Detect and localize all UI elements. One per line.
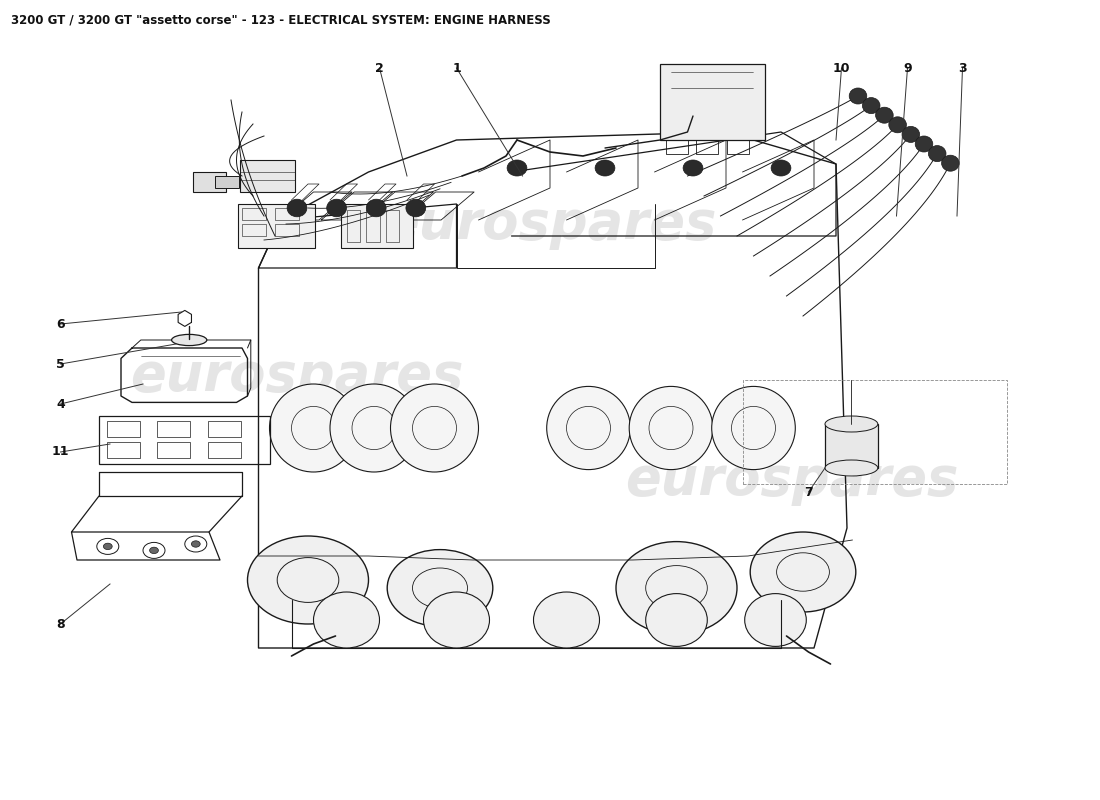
Text: 3200 GT / 3200 GT "assetto corse" - 123 - ELECTRICAL SYSTEM: ENGINE HARNESS: 3200 GT / 3200 GT "assetto corse" - 123 … — [11, 14, 551, 26]
Ellipse shape — [771, 160, 791, 176]
Text: 1: 1 — [452, 62, 461, 74]
Ellipse shape — [424, 592, 490, 648]
Ellipse shape — [172, 334, 207, 346]
Text: 6: 6 — [56, 318, 65, 330]
Ellipse shape — [683, 160, 703, 176]
Ellipse shape — [745, 594, 806, 646]
Bar — [341, 204, 412, 248]
Ellipse shape — [390, 384, 478, 472]
Bar — [660, 64, 764, 140]
Bar — [386, 210, 399, 242]
Bar — [742, 380, 1006, 484]
Text: 3: 3 — [958, 62, 967, 74]
Ellipse shape — [825, 460, 878, 476]
Text: 10: 10 — [833, 62, 850, 74]
Ellipse shape — [750, 532, 856, 612]
Ellipse shape — [876, 107, 893, 123]
Ellipse shape — [942, 155, 959, 171]
Text: 9: 9 — [903, 62, 912, 74]
Bar — [275, 208, 299, 220]
Bar — [727, 140, 749, 154]
Ellipse shape — [270, 384, 358, 472]
Ellipse shape — [103, 543, 112, 550]
Text: 4: 4 — [56, 398, 65, 410]
Ellipse shape — [646, 594, 707, 646]
Text: eurospares: eurospares — [383, 198, 717, 250]
Ellipse shape — [595, 160, 615, 176]
Bar — [825, 424, 878, 468]
Ellipse shape — [616, 542, 737, 634]
Ellipse shape — [406, 199, 426, 217]
Bar — [157, 421, 190, 437]
Ellipse shape — [928, 146, 946, 162]
Bar — [99, 416, 270, 464]
Bar — [208, 442, 241, 458]
Ellipse shape — [387, 550, 493, 626]
Bar — [275, 224, 299, 236]
Ellipse shape — [712, 386, 795, 470]
Ellipse shape — [366, 199, 386, 217]
Text: 8: 8 — [56, 618, 65, 630]
Bar — [242, 224, 266, 236]
Text: 2: 2 — [375, 62, 384, 74]
Bar — [214, 176, 239, 188]
Bar — [107, 421, 140, 437]
Ellipse shape — [534, 592, 600, 648]
Ellipse shape — [629, 386, 713, 470]
Bar — [240, 160, 295, 192]
Ellipse shape — [825, 416, 878, 432]
Ellipse shape — [507, 160, 527, 176]
Text: eurospares: eurospares — [130, 350, 464, 402]
Ellipse shape — [314, 592, 380, 648]
Ellipse shape — [150, 547, 158, 554]
Text: 11: 11 — [52, 446, 69, 458]
Ellipse shape — [862, 98, 880, 114]
Ellipse shape — [287, 199, 307, 217]
Ellipse shape — [915, 136, 933, 152]
Ellipse shape — [191, 541, 200, 547]
Bar — [346, 210, 360, 242]
Text: eurospares: eurospares — [625, 454, 959, 506]
Ellipse shape — [547, 386, 630, 470]
Bar — [238, 204, 315, 248]
Bar — [157, 442, 190, 458]
Bar — [242, 208, 266, 220]
Ellipse shape — [330, 384, 418, 472]
Bar — [192, 172, 226, 192]
Ellipse shape — [902, 126, 920, 142]
Ellipse shape — [248, 536, 368, 624]
Text: 5: 5 — [56, 358, 65, 370]
Ellipse shape — [889, 117, 906, 133]
Text: 7: 7 — [804, 486, 813, 498]
Bar — [696, 140, 718, 154]
Bar — [366, 210, 379, 242]
Bar — [666, 140, 688, 154]
Bar — [107, 442, 140, 458]
Ellipse shape — [849, 88, 867, 104]
Bar — [208, 421, 241, 437]
Ellipse shape — [327, 199, 346, 217]
